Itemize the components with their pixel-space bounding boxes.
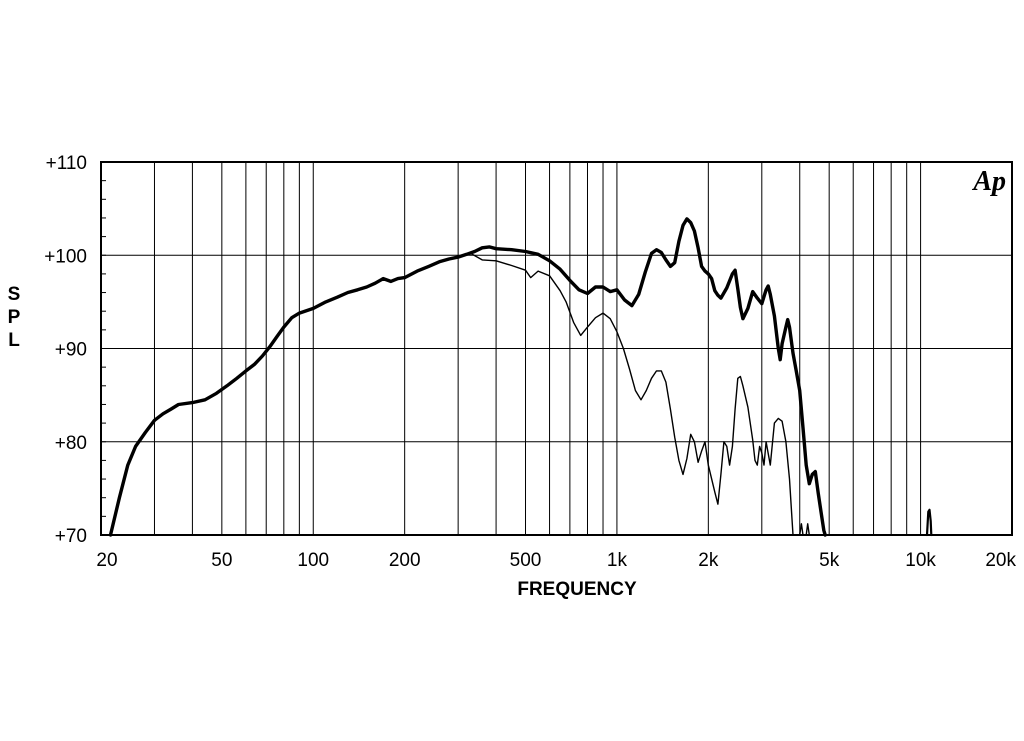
- grid-lines: [101, 161, 1012, 536]
- x-tick-label: 10k: [905, 550, 936, 571]
- y-axis-label-letter: L: [8, 330, 20, 351]
- y-tick-label: +80: [55, 433, 87, 454]
- y-tick-label: +100: [44, 246, 87, 267]
- y-axis-label-letter: P: [8, 307, 21, 328]
- plot-frame: [100, 161, 1013, 536]
- x-tick-label: 50: [211, 550, 232, 571]
- series-line-thin-tail: [799, 523, 810, 536]
- x-tick-label: 20: [96, 550, 117, 571]
- ap-logo: Ap: [971, 166, 1006, 197]
- x-tick-label: 2k: [698, 550, 719, 571]
- series-group: [108, 217, 933, 537]
- x-tick-label: 20k: [985, 550, 1016, 571]
- series-line-thick: [108, 217, 827, 537]
- y-tick-label: +70: [55, 526, 87, 547]
- x-tick-label: 200: [389, 550, 421, 571]
- series-line-thin: [470, 252, 794, 536]
- y-axis-label-letter: S: [8, 284, 21, 305]
- x-tick-label: 500: [510, 550, 542, 571]
- y-tick-label: +110: [46, 153, 87, 174]
- x-tick-labels: 20 50 100 200 500 1k 2k 5k 10k 20k: [96, 550, 1016, 571]
- x-tick-label: 100: [297, 550, 329, 571]
- y-tick-labels: +70 +80 +90 +100 +110: [44, 153, 87, 547]
- x-tick-label: 5k: [819, 550, 840, 571]
- y-tick-label: +90: [55, 340, 87, 361]
- series-line-spike: [925, 508, 933, 537]
- x-axis-label: FREQUENCY: [517, 579, 637, 600]
- x-tick-label: 1k: [607, 550, 628, 571]
